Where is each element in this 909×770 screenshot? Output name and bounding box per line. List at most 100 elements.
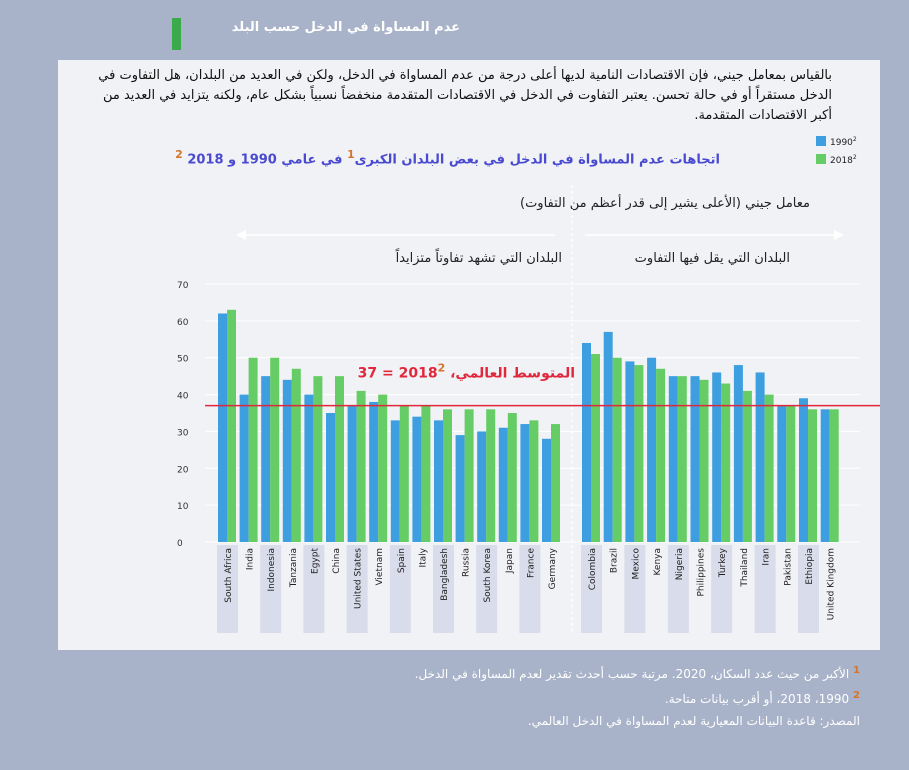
x-tick-label: Mexico xyxy=(631,548,641,580)
bar xyxy=(390,420,400,542)
y-tick-label: 30 xyxy=(177,428,189,438)
bar xyxy=(591,354,600,542)
title: عدم المساواة في الدخل حسب البلد xyxy=(231,20,460,35)
bar xyxy=(335,376,344,542)
bar xyxy=(455,435,465,542)
legend-label: 20182 xyxy=(830,154,857,166)
bar xyxy=(634,365,644,542)
bar xyxy=(808,409,817,542)
arrow-head xyxy=(834,230,844,240)
bar xyxy=(529,420,539,542)
bar xyxy=(603,331,613,542)
y-tick-label: 40 xyxy=(177,392,189,402)
note-marker: 2 xyxy=(853,690,860,701)
x-tick-label: Tanzania xyxy=(289,548,299,588)
reference-text: 37 = المتوسط العالمي، 2018 xyxy=(358,366,575,382)
bar xyxy=(742,390,752,542)
x-tick-label: India xyxy=(246,548,256,570)
bar xyxy=(239,394,249,542)
footnote-text: الأكبر من حيث عدد السكان، 2020. مرتبة حس… xyxy=(414,667,850,681)
x-tick-label: Bangladesh xyxy=(440,548,450,601)
legend-text: 2018 xyxy=(830,156,853,166)
bar xyxy=(291,368,301,542)
label-stripe xyxy=(217,545,238,633)
bar xyxy=(356,390,366,542)
bar xyxy=(477,431,487,542)
y-tick-label: 10 xyxy=(177,502,189,512)
bar xyxy=(261,376,271,542)
footnotes: 1 الأكبر من حيث عدد السكان، 2020. مرتبة … xyxy=(130,660,860,732)
bar xyxy=(733,365,743,542)
group-label: البلدان التي يقل فيها التفاوت xyxy=(635,251,790,266)
y-tick-label: 20 xyxy=(177,465,189,475)
note-marker: 2 xyxy=(438,362,446,375)
footnote: 2 1990، 2018، أو أقرب بيانات متاحة. xyxy=(130,685,860,710)
label-stripe xyxy=(433,545,454,633)
x-tick-label: Philippines xyxy=(697,548,707,597)
x-tick-label: Spain xyxy=(397,548,407,573)
bar xyxy=(551,424,560,542)
bar xyxy=(347,405,357,542)
y-tick-label: 0 xyxy=(177,539,183,549)
bar xyxy=(612,357,622,542)
label-stripe xyxy=(581,545,602,633)
label-stripe xyxy=(624,545,646,633)
bar xyxy=(399,405,409,542)
bar xyxy=(712,372,722,542)
x-tick-label: United States xyxy=(354,548,364,609)
bar xyxy=(313,376,323,542)
bar xyxy=(668,376,678,542)
bar xyxy=(699,379,709,542)
x-tick-label: Kenya xyxy=(653,548,663,576)
bar xyxy=(270,357,280,542)
bar xyxy=(690,376,700,542)
note-marker: 2 xyxy=(175,148,183,161)
bar xyxy=(304,394,314,542)
x-tick-label: Vietnam xyxy=(375,548,385,586)
bar xyxy=(764,394,774,542)
label-stripe xyxy=(476,545,498,633)
bar xyxy=(829,409,839,542)
bar xyxy=(218,313,227,542)
bar xyxy=(421,405,431,542)
legend-swatch xyxy=(816,136,826,146)
x-tick-label: Colombia xyxy=(588,548,598,590)
bar xyxy=(647,357,657,542)
bar xyxy=(625,361,635,542)
bar xyxy=(326,413,335,542)
paragraph: بالقياس بمعامل جيني، فإن الاقتصادات النا… xyxy=(98,68,832,123)
note-marker: 1 xyxy=(347,148,355,161)
y-axis-label: معامل جيني (الأعلى يشير إلى قدر أعظم من … xyxy=(520,194,810,211)
bar xyxy=(542,438,551,542)
bar xyxy=(507,413,517,542)
bar xyxy=(434,420,443,542)
bar xyxy=(443,409,452,542)
note-marker: 2 xyxy=(853,136,857,143)
bar xyxy=(282,379,292,542)
x-tick-label: France xyxy=(526,548,536,578)
arrow-head xyxy=(236,230,246,240)
bar xyxy=(677,376,687,542)
bar xyxy=(227,309,236,542)
x-tick-label: China xyxy=(332,548,342,574)
subtitle-text: في عامي 1990 و 2018 xyxy=(187,152,343,168)
label-stripe xyxy=(389,545,411,633)
bar xyxy=(464,409,474,542)
bar xyxy=(721,383,731,542)
label-stripe xyxy=(303,545,325,633)
note-marker: 2 xyxy=(853,154,857,161)
label-stripe xyxy=(667,545,689,633)
reference-label: 37 = المتوسط العالمي، 20182 xyxy=(358,362,575,382)
bar xyxy=(820,409,830,542)
label-stripe xyxy=(519,545,541,633)
y-tick-label: 50 xyxy=(177,355,189,365)
x-tick-label: Turkey xyxy=(718,547,728,578)
x-tick-label: Italy xyxy=(418,547,428,567)
x-tick-label: Germany xyxy=(548,547,558,589)
title-accent xyxy=(172,18,181,50)
bar xyxy=(582,342,591,542)
label-stripe xyxy=(711,545,733,633)
chart-subtitle: اتجاهات عدم المساواة في الدخل في بعض الب… xyxy=(100,148,720,167)
bar xyxy=(755,372,765,542)
